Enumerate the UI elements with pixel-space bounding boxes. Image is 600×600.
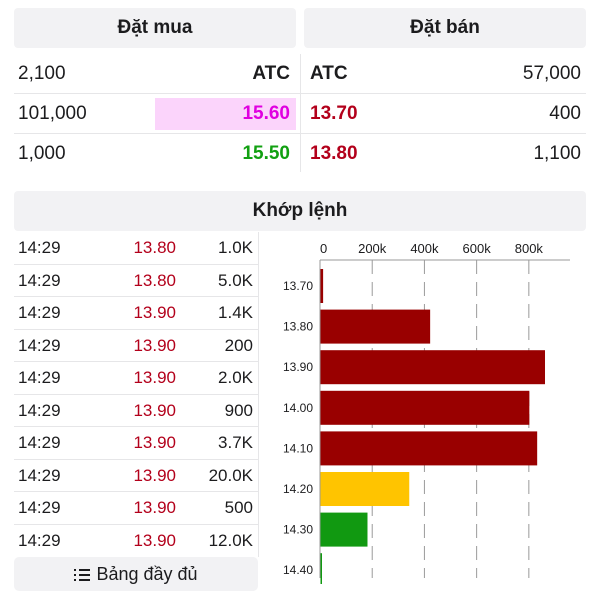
trade-time: 14:29 [18, 465, 61, 485]
trade-price: 13.90 [133, 465, 176, 485]
volume-bar [320, 472, 410, 506]
y-tick-label: 13.70 [283, 279, 313, 293]
trade-price: 13.90 [133, 400, 176, 420]
y-tick-label: 14.10 [283, 441, 313, 455]
y-tick-label: 14.40 [283, 563, 313, 577]
trade-volume: 200 [224, 335, 253, 355]
y-tick-label: 14.20 [283, 482, 313, 496]
x-tick-label: 200k [358, 241, 387, 256]
row-separator [14, 296, 258, 297]
x-tick-label: 400k [410, 241, 439, 256]
trade-volume: 3.7K [218, 433, 253, 452]
trade-time: 14:29 [18, 498, 61, 517]
buy-price[interactable]: 15.60 [242, 103, 290, 124]
trade-price: 13.90 [133, 368, 176, 387]
row-separator [14, 263, 258, 265]
row-separator [14, 328, 258, 330]
order-book-row[interactable]: 1,000 15.50 13.80 1,100 [0, 134, 600, 174]
volume-bar [320, 309, 431, 344]
trade-volume: 12.0K [208, 530, 253, 550]
volume-bar [320, 269, 324, 303]
x-tick-label: 600k [463, 241, 492, 256]
full-table-label: Bảng đầy đủ [96, 564, 198, 584]
trade-price: 13.90 [133, 303, 176, 322]
volume-bar [320, 431, 538, 466]
buy-header: Đặt mua [14, 8, 296, 48]
sell-volume: 57,000 [522, 63, 581, 84]
trade-volume: 500 [224, 498, 253, 517]
trade-volume: 2.0K [218, 368, 253, 387]
trade-row[interactable]: 14:29 13.90 500 [0, 492, 258, 525]
row-separator [14, 426, 258, 427]
row-separator [14, 393, 258, 395]
volume-bar [320, 553, 322, 584]
volume-bar [320, 512, 368, 547]
order-book-divider [300, 54, 301, 172]
x-tick-label: 0 [320, 241, 327, 256]
row-separator [14, 491, 258, 492]
trade-row[interactable]: 14:29 13.90 2.0K [0, 362, 258, 395]
row-separator [14, 458, 258, 460]
volume-bar [320, 390, 530, 425]
sell-price[interactable]: 13.70 [310, 103, 358, 124]
buy-price[interactable]: 15.50 [242, 143, 290, 164]
trade-volume: 5.0K [218, 270, 253, 290]
trade-list-divider [258, 232, 259, 557]
y-tick-label: 14.30 [283, 523, 313, 537]
list-icon [74, 568, 91, 582]
trade-time: 14:29 [18, 238, 61, 257]
trade-row[interactable]: 14:29 13.90 20.0K [0, 460, 258, 492]
sell-header: Đặt bán [304, 8, 586, 48]
sell-price[interactable]: ATC [310, 63, 348, 84]
trade-volume: 1.0K [218, 238, 253, 257]
y-tick-label: 13.90 [283, 360, 313, 374]
trade-row[interactable]: 14:29 13.90 12.0K [0, 525, 258, 558]
trade-price: 13.90 [133, 530, 176, 550]
trade-time: 14:29 [18, 303, 61, 322]
trade-row[interactable]: 14:29 13.80 1.0K [0, 232, 258, 265]
ceiling-highlight [155, 98, 296, 130]
trade-row[interactable]: 14:29 13.90 3.7K [0, 427, 258, 460]
trade-row[interactable]: 14:29 13.80 5.0K [0, 265, 258, 297]
trade-time: 14:29 [18, 335, 61, 355]
trade-price: 13.90 [133, 498, 176, 517]
trade-time: 14:29 [18, 368, 61, 387]
volume-bar [320, 350, 546, 385]
trade-price: 13.90 [133, 433, 176, 452]
full-table-button[interactable]: Bảng đầy đủ [14, 557, 258, 591]
trade-row[interactable]: 14:29 13.90 1.4K [0, 297, 258, 330]
trade-row[interactable]: 14:29 13.90 200 [0, 330, 258, 362]
row-separator [14, 361, 258, 362]
trade-time: 14:29 [18, 400, 61, 420]
trade-time: 14:29 [18, 270, 61, 290]
y-tick-label: 13.80 [283, 320, 313, 334]
volume-by-price-chart: 0 200k 400k 600k 800k 13.70 13.80 13.90 14.00 14.… [283, 241, 570, 584]
sell-volume: 400 [549, 103, 581, 124]
trade-volume: 900 [224, 400, 253, 420]
trade-price: 13.80 [133, 270, 176, 290]
x-tick-label: 800k [515, 241, 544, 256]
buy-volume: 1,000 [18, 143, 66, 164]
trade-time: 14:29 [18, 433, 61, 452]
order-book-row[interactable]: 101,000 15.60 13.70 400 [0, 94, 600, 134]
buy-volume: 2,100 [18, 63, 66, 84]
trade-volume: 1.4K [218, 303, 253, 322]
trade-volume: 20.0K [208, 465, 253, 485]
row-separator [14, 523, 258, 525]
y-tick-label: 14.00 [283, 401, 313, 415]
matched-header: Khớp lệnh [14, 191, 586, 231]
buy-volume: 101,000 [18, 103, 87, 124]
trade-price: 13.90 [133, 335, 176, 355]
sell-price[interactable]: 13.80 [310, 143, 358, 164]
trade-row[interactable]: 14:29 13.90 900 [0, 395, 258, 427]
trade-time: 14:29 [18, 530, 61, 550]
buy-price[interactable]: ATC [252, 63, 290, 84]
trade-price: 13.80 [133, 238, 176, 257]
sell-volume: 1,100 [533, 143, 581, 164]
